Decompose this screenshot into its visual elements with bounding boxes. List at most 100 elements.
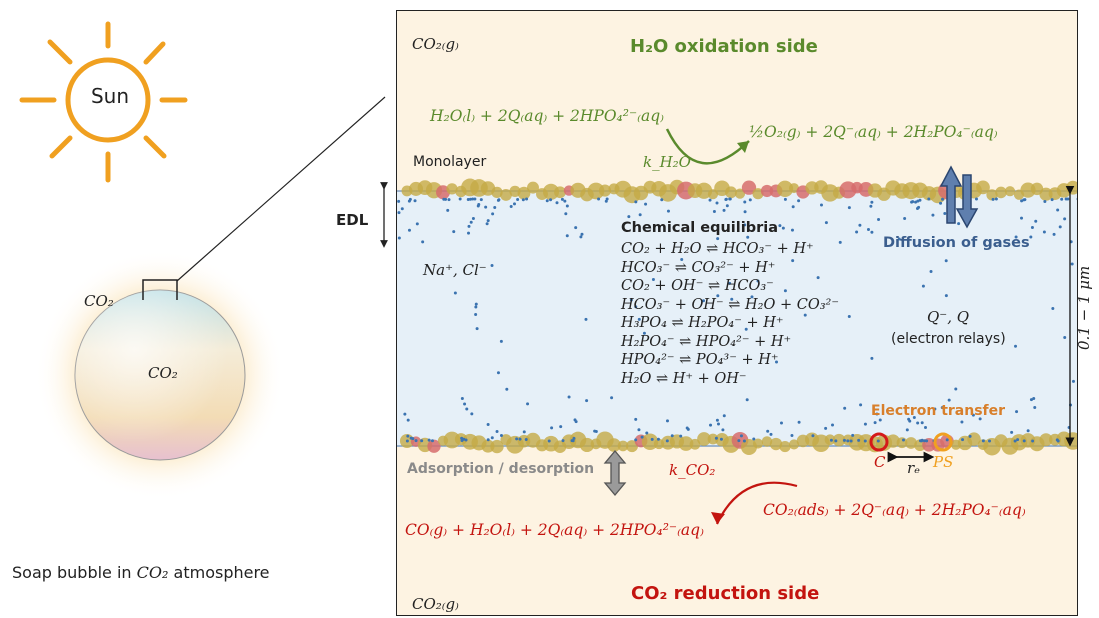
ion-dot: [920, 421, 924, 425]
diffusion-arrows: [939, 165, 979, 229]
ion-dot: [509, 205, 513, 209]
monolayer-bead: [587, 182, 605, 200]
ion-dot: [1013, 439, 1017, 443]
ion-dot: [1015, 410, 1019, 414]
ion-dot: [708, 198, 712, 202]
ion-dot: [797, 199, 801, 203]
ion-dot: [1016, 438, 1020, 442]
ion-dot: [715, 418, 719, 422]
ion-dot: [561, 439, 565, 443]
equilibrium-1: CO₂ + H₂O ⇌ HCO₃⁻ + H⁺: [621, 241, 814, 257]
ion-dot: [473, 197, 477, 201]
ion-dot: [574, 226, 578, 230]
ion-dot: [824, 426, 828, 430]
ion-dot: [642, 331, 646, 335]
ion-dot: [415, 222, 419, 226]
ion-dot: [876, 439, 880, 443]
ion-dot: [469, 220, 473, 224]
ion-dot: [869, 204, 873, 208]
ion-dot: [486, 438, 490, 442]
ion-dot: [744, 327, 748, 331]
ion-dot: [656, 437, 660, 441]
monolayer-bead: [607, 438, 621, 452]
bubble-co2-inside: CO₂: [148, 364, 178, 382]
ion-dot: [470, 412, 474, 416]
ion-dot: [714, 436, 718, 440]
monolayer-bead: [542, 183, 560, 200]
ion-dot: [666, 209, 670, 213]
ion-dot: [463, 402, 467, 406]
soap-bubble: [35, 250, 280, 500]
monolayer-bead: [886, 434, 900, 448]
ion-dot: [756, 279, 760, 283]
ion-dot: [593, 429, 597, 433]
ion-dot: [1033, 405, 1037, 409]
ion-dot: [797, 420, 801, 424]
monolayer-bead: [427, 439, 441, 453]
ion-dot: [947, 398, 951, 402]
monolayer-bead: [788, 183, 800, 194]
ion-dot: [916, 421, 920, 425]
ion-dot: [585, 399, 589, 403]
ion-dot: [420, 439, 424, 443]
ion-dot: [516, 197, 520, 201]
caption: Soap bubble in CO₂ atmosphere: [12, 563, 270, 582]
monolayer-bead: [446, 183, 458, 195]
ion-dot: [474, 302, 478, 306]
ion-dot: [644, 202, 648, 206]
ion-dot: [783, 289, 787, 293]
ion-dot: [863, 439, 867, 443]
ion-dot: [994, 197, 998, 201]
ion-dot: [742, 439, 746, 443]
ion-dot: [490, 436, 494, 440]
ion-dot: [458, 197, 462, 201]
ion-dot: [474, 305, 478, 309]
ion-dot: [917, 205, 921, 209]
ion-dot: [721, 428, 725, 432]
ion-dot: [775, 360, 779, 364]
ion-dot: [403, 412, 407, 416]
ion-dot: [479, 198, 483, 202]
ion-dot: [1058, 225, 1062, 229]
monolayer-bead: [641, 433, 659, 451]
ion-dot: [974, 197, 978, 201]
sun-label: Sun: [90, 84, 130, 108]
ion-dot: [466, 198, 470, 202]
ion-dot: [430, 439, 434, 443]
ion-dot: [565, 234, 569, 238]
ion-dot: [829, 438, 833, 442]
monolayer-bead: [579, 437, 595, 453]
ion-dot: [560, 197, 564, 201]
ion-dot: [905, 428, 909, 432]
ions-label: Na⁺, Cl⁻: [423, 261, 487, 279]
ion-dot: [724, 198, 728, 202]
ion-dot: [769, 432, 773, 436]
ion-dot: [485, 222, 489, 226]
ion-dot: [715, 201, 719, 205]
ion-dot: [634, 417, 638, 421]
ion-dot: [1052, 232, 1056, 236]
ion-dot: [781, 226, 785, 230]
ion-dot: [409, 436, 413, 440]
monolayer-label: Monolayer: [413, 154, 487, 170]
ion-dot: [484, 205, 488, 209]
ion-dot: [725, 204, 729, 208]
ion-dot: [579, 235, 583, 239]
aqueous-film: [397, 191, 1077, 447]
ion-dot: [791, 205, 795, 209]
ion-dot: [838, 240, 842, 244]
ion-dot: [446, 208, 450, 212]
ion-dot: [873, 421, 877, 425]
monolayer-bead: [741, 180, 757, 195]
ion-dot: [634, 200, 638, 204]
monolayer-bead: [986, 189, 998, 201]
ion-dot: [1043, 200, 1047, 204]
ion-dot: [474, 312, 478, 316]
ion-dot: [496, 371, 500, 375]
equilibrium-5: H₃PO₄ ⇌ H₂PO₄⁻ + H⁺: [621, 315, 784, 331]
ion-dot: [550, 426, 554, 430]
ion-dot: [971, 413, 975, 417]
ion-dot: [525, 197, 529, 201]
ion-dot: [413, 199, 417, 203]
monolayer-bead: [517, 186, 531, 200]
